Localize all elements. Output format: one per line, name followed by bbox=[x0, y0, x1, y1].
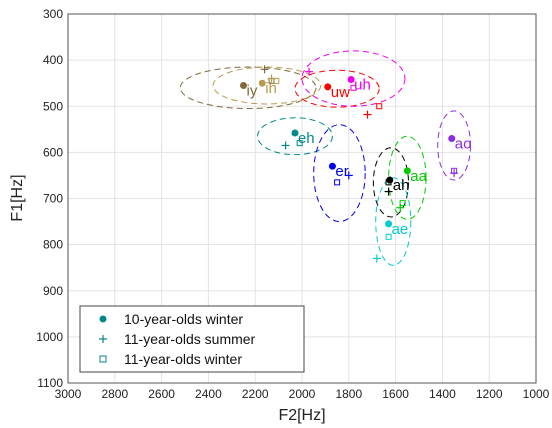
marker-winter10-uh bbox=[347, 75, 355, 83]
marker-winter11-ao bbox=[451, 167, 458, 174]
marker-winter10-uw bbox=[324, 83, 332, 91]
marker-winter10-ae bbox=[385, 220, 393, 228]
y-tick-label: 800 bbox=[43, 238, 63, 252]
x-tick-label: 2600 bbox=[148, 387, 175, 401]
ellipse-ih bbox=[212, 66, 322, 105]
y-tick-label: 500 bbox=[43, 99, 63, 113]
x-tick-label: 2000 bbox=[289, 387, 316, 401]
x-tick-label: 2400 bbox=[195, 387, 222, 401]
x-tick-label: 1400 bbox=[429, 387, 456, 401]
vowel-label-aa: aa bbox=[410, 168, 427, 185]
ellipse-ah bbox=[372, 147, 409, 218]
y-tick-label: 1000 bbox=[36, 330, 63, 344]
x-tick-label: 2800 bbox=[101, 387, 128, 401]
vowel-label-er: er bbox=[335, 163, 348, 180]
marker-summer11-uh bbox=[305, 67, 314, 76]
marker-summer11-ae bbox=[372, 254, 381, 263]
legend-marker-circle bbox=[99, 315, 107, 323]
x-tick-label: 1800 bbox=[335, 387, 362, 401]
marker-winter10-er bbox=[328, 162, 336, 170]
x-tick-label: 1200 bbox=[476, 387, 503, 401]
legend-marker-plus bbox=[99, 335, 107, 343]
x-tick-label: 3000 bbox=[55, 387, 82, 401]
marker-summer11-er bbox=[344, 171, 353, 180]
marker-summer11-iy bbox=[260, 65, 269, 74]
y-tick-label: 300 bbox=[43, 7, 63, 21]
marker-winter10-ao bbox=[448, 135, 456, 143]
ellipse-eh bbox=[257, 117, 333, 156]
ellipse-aa bbox=[388, 135, 427, 220]
marker-winter10-ih bbox=[258, 79, 266, 87]
legend-marker-square bbox=[99, 355, 107, 363]
legend-label: 10-year-olds winter bbox=[124, 311, 243, 327]
y-tick-label: 1100 bbox=[37, 376, 63, 390]
ellipse-ae bbox=[375, 177, 412, 266]
marker-winter11-er bbox=[334, 179, 341, 186]
vowel-label-uw: uw bbox=[331, 84, 350, 101]
marker-winter11-aa bbox=[399, 200, 406, 207]
vowel-label-ao: ao bbox=[455, 136, 472, 153]
x-tick-label: 1600 bbox=[382, 387, 409, 401]
ellipse-ao bbox=[437, 110, 471, 181]
vowel-ellipses bbox=[179, 50, 471, 266]
vowel-label-eh: eh bbox=[298, 130, 315, 147]
marker-winter10-eh bbox=[291, 129, 299, 137]
marker-summer11-ah bbox=[384, 187, 393, 196]
vowel-label-ah: ah bbox=[393, 177, 410, 194]
y-tick-labels: 300 400 500 600 700 800 900 1000 1100 bbox=[36, 7, 63, 390]
legend-label: 11-year-olds winter bbox=[124, 351, 242, 367]
vowel-label-iy: iy bbox=[247, 82, 258, 99]
x-tick-labels: 3000 2800 2600 2400 2200 2000 1800 1600 1400 1200… bbox=[55, 387, 550, 401]
y-tick-label: 400 bbox=[43, 53, 63, 67]
plot-frame bbox=[67, 13, 537, 384]
x-tick-label: 1000 bbox=[523, 387, 550, 401]
marker-winter10-aa bbox=[403, 167, 411, 175]
y-tick-label: 700 bbox=[43, 192, 63, 206]
vowel-markers bbox=[240, 65, 459, 263]
y-axis-title: F1[Hz] bbox=[9, 174, 26, 221]
vowel-labels: iy ih uw uh ah eh er ao aa ae bbox=[247, 76, 472, 237]
legend: 10-year-olds winter 11-year-olds summer 11… bbox=[79, 305, 305, 373]
vowel-label-ae: ae bbox=[392, 221, 409, 238]
legend-box bbox=[79, 305, 305, 373]
marker-winter10-iy bbox=[240, 81, 247, 89]
marker-summer11-eh bbox=[281, 141, 290, 150]
marker-winter11-ih bbox=[273, 77, 280, 84]
x-axis-title: F2[Hz] bbox=[278, 407, 325, 424]
marker-winter11-uw bbox=[376, 103, 383, 110]
y-tick-label: 900 bbox=[43, 284, 63, 298]
y-tick-label: 600 bbox=[43, 145, 63, 159]
ellipse-uh bbox=[301, 50, 406, 107]
ellipse-er bbox=[313, 124, 366, 223]
marker-winter11-eh bbox=[296, 140, 303, 147]
marker-summer11-uw bbox=[363, 110, 372, 119]
marker-winter11-ae bbox=[385, 233, 392, 240]
x-tick-label: 2200 bbox=[242, 387, 269, 401]
ellipse-uw bbox=[294, 69, 380, 108]
vowel-label-ih: ih bbox=[265, 80, 277, 97]
marker-winter10-ah bbox=[386, 176, 394, 184]
ellipse-iy bbox=[179, 66, 317, 110]
legend-label: 11-year-olds summer bbox=[124, 331, 256, 347]
marker-winter11-uh bbox=[350, 84, 357, 91]
vowel-label-uh: uh bbox=[354, 76, 371, 93]
